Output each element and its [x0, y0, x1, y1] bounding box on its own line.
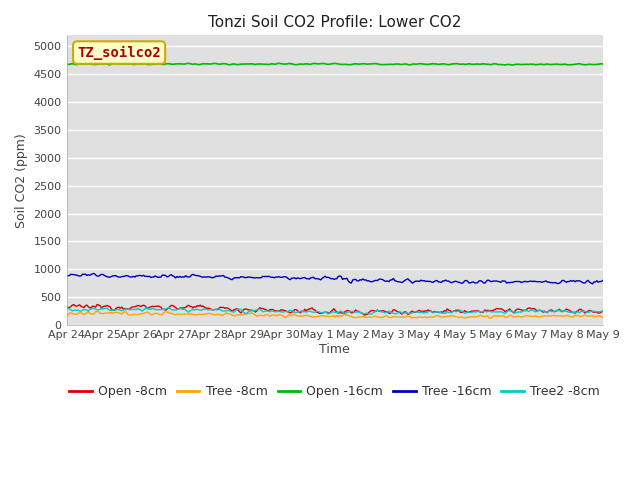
- Open -8cm: [93, 301, 101, 307]
- Tree2 -8cm: [164, 305, 172, 311]
- X-axis label: Time: Time: [319, 343, 350, 356]
- Tree -16cm: [90, 271, 98, 276]
- Open -8cm: [360, 312, 368, 318]
- Line: Tree -8cm: Tree -8cm: [67, 312, 603, 318]
- Open -16cm: [455, 61, 463, 67]
- Tree -8cm: [273, 313, 281, 319]
- Tree2 -8cm: [365, 312, 372, 317]
- Y-axis label: Soil CO2 (ppm): Soil CO2 (ppm): [15, 133, 28, 228]
- Open -16cm: [509, 62, 516, 68]
- Tree2 -8cm: [156, 307, 163, 312]
- Tree -8cm: [279, 313, 287, 319]
- Tree -8cm: [486, 315, 493, 321]
- Text: TZ_soilco2: TZ_soilco2: [77, 46, 161, 60]
- Line: Tree -16cm: Tree -16cm: [67, 274, 603, 284]
- Tree -16cm: [273, 274, 281, 280]
- Open -8cm: [279, 307, 287, 313]
- Tree -16cm: [504, 279, 512, 285]
- Tree -8cm: [63, 313, 70, 319]
- Tree -16cm: [589, 281, 596, 287]
- Tree -16cm: [157, 274, 165, 280]
- Open -16cm: [279, 61, 287, 67]
- Open -8cm: [157, 304, 165, 310]
- Tree2 -8cm: [456, 307, 464, 313]
- Open -16cm: [504, 61, 512, 67]
- Title: Tonzi Soil CO2 Profile: Lower CO2: Tonzi Soil CO2 Profile: Lower CO2: [208, 15, 461, 30]
- Tree -8cm: [455, 314, 463, 320]
- Line: Open -16cm: Open -16cm: [67, 63, 603, 65]
- Open -8cm: [599, 309, 607, 314]
- Tree -16cm: [279, 274, 287, 280]
- Open -16cm: [599, 61, 607, 67]
- Tree -16cm: [531, 278, 538, 284]
- Tree -8cm: [92, 309, 99, 314]
- Tree2 -8cm: [599, 308, 607, 314]
- Line: Tree2 -8cm: Tree2 -8cm: [67, 308, 603, 314]
- Tree2 -8cm: [273, 309, 281, 314]
- Tree2 -8cm: [506, 308, 513, 314]
- Tree -8cm: [599, 314, 607, 320]
- Open -16cm: [157, 61, 165, 67]
- Open -8cm: [456, 310, 464, 315]
- Tree -8cm: [532, 313, 540, 319]
- Open -16cm: [532, 62, 540, 68]
- Legend: Open -8cm, Tree -8cm, Open -16cm, Tree -16cm, Tree2 -8cm: Open -8cm, Tree -8cm, Open -16cm, Tree -…: [64, 380, 605, 403]
- Tree2 -8cm: [279, 310, 287, 315]
- Open -16cm: [111, 60, 118, 66]
- Tree -16cm: [599, 277, 607, 283]
- Tree -16cm: [63, 273, 70, 279]
- Open -8cm: [273, 308, 281, 314]
- Open -16cm: [63, 61, 70, 67]
- Tree2 -8cm: [63, 306, 70, 312]
- Tree -16cm: [455, 279, 463, 285]
- Open -8cm: [63, 304, 70, 310]
- Open -8cm: [506, 306, 513, 312]
- Line: Open -8cm: Open -8cm: [67, 304, 603, 315]
- Tree2 -8cm: [532, 309, 540, 315]
- Open -16cm: [273, 60, 281, 66]
- Open -8cm: [532, 307, 540, 312]
- Tree -8cm: [506, 312, 513, 318]
- Tree -8cm: [157, 312, 165, 318]
